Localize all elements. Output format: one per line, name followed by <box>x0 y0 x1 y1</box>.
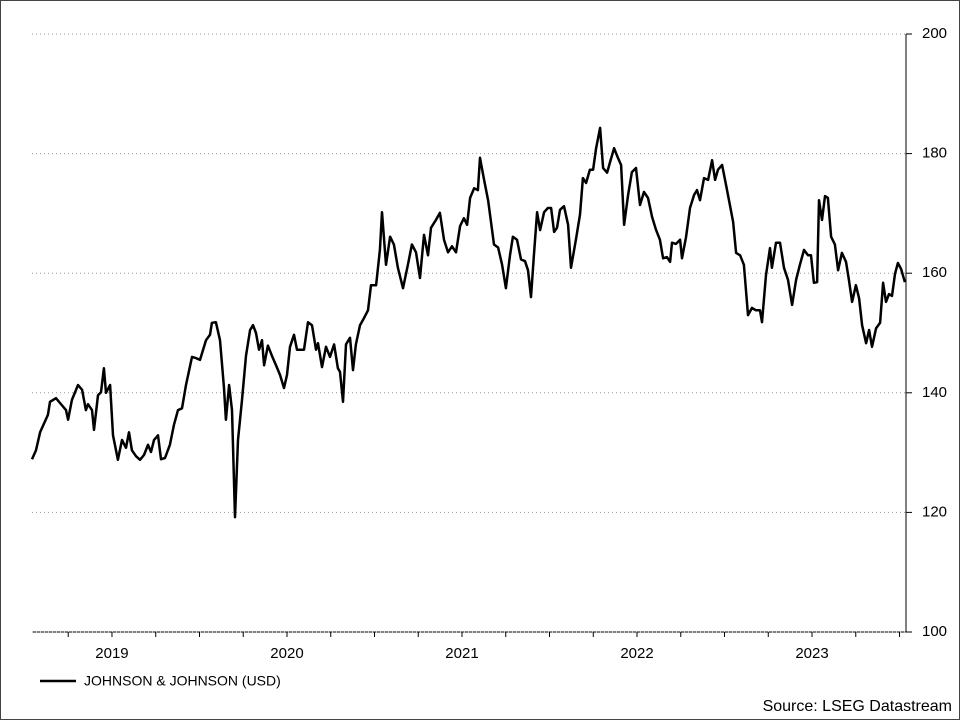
y-tick-label: 100 <box>922 623 947 640</box>
y-tick-label: 120 <box>922 503 947 520</box>
price-line <box>30 126 907 519</box>
x-tick-label: 2020 <box>270 645 303 662</box>
y-tick-label: 140 <box>922 384 947 401</box>
legend-label: JOHNSON & JOHNSON (USD) <box>84 673 281 689</box>
y-tick-label: 180 <box>922 145 947 162</box>
y-tick-label: 200 <box>922 25 947 42</box>
x-tick-label: 2019 <box>95 645 128 662</box>
source: Source: LSEG Datastream <box>763 698 952 715</box>
x-tick-label: 2022 <box>620 645 653 662</box>
x-tick-label: 2023 <box>795 645 828 662</box>
y-tick-label: 160 <box>922 264 947 281</box>
x-tick-label: 2021 <box>445 645 478 662</box>
